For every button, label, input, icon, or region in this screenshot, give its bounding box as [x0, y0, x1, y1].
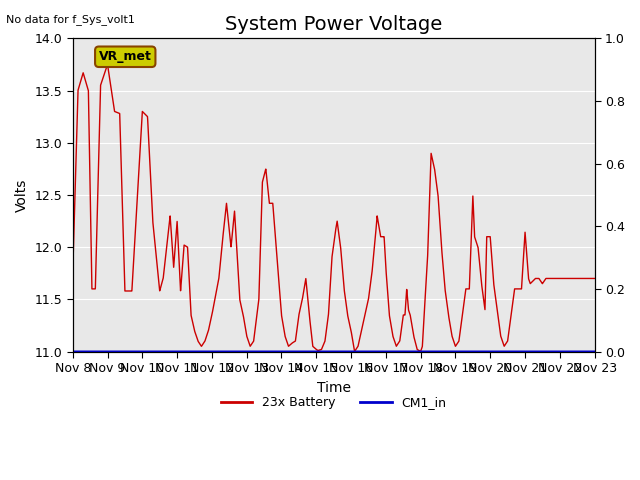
- Text: VR_met: VR_met: [99, 50, 152, 63]
- Legend: 23x Battery, CM1_in: 23x Battery, CM1_in: [216, 391, 452, 414]
- Title: System Power Voltage: System Power Voltage: [225, 15, 442, 34]
- X-axis label: Time: Time: [317, 381, 351, 395]
- Y-axis label: Volts: Volts: [15, 178, 29, 212]
- Text: No data for f_Sys_volt1: No data for f_Sys_volt1: [6, 14, 135, 25]
